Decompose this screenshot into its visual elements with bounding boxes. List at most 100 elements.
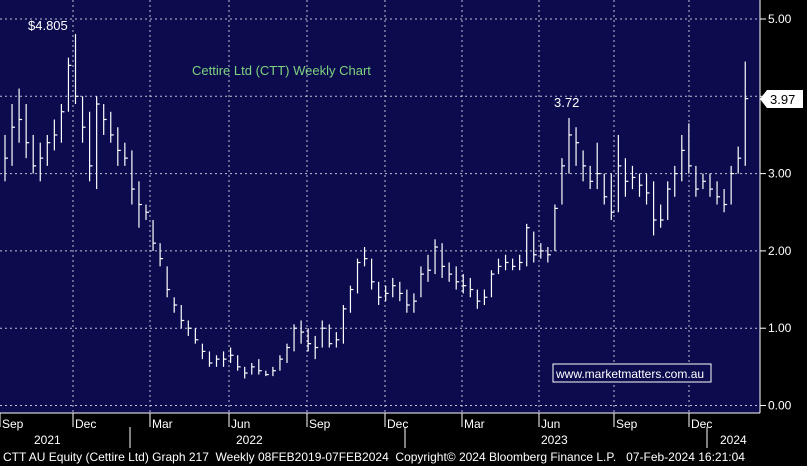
ohlc-bar [145, 204, 149, 220]
x-month-label: Dec [75, 417, 96, 431]
ohlc-bar [511, 258, 516, 271]
ohlc-bar [490, 270, 495, 298]
ohlc-bar [483, 289, 488, 306]
ohlc-bar [667, 181, 671, 220]
ohlc-bar [39, 142, 44, 182]
ohlc-bar [279, 355, 283, 371]
ohlc-bar [568, 117, 572, 174]
y-tick-label: 5.00 [768, 12, 792, 26]
ohlc-bar [378, 281, 382, 306]
ohlc-bar [660, 204, 664, 228]
ohlc-bar [67, 57, 72, 112]
ohlc-bar [497, 258, 502, 275]
ohlc-bar [371, 258, 375, 290]
x-year-label: 2023 [541, 433, 568, 447]
ohlc-bar [624, 158, 629, 197]
high-annotation: $4.805 [28, 18, 68, 33]
ohlc-bar [554, 204, 558, 251]
ohlc-bars [4, 34, 749, 379]
x-month-label: Dec [691, 417, 712, 431]
ohlc-bar [582, 150, 587, 182]
x-month-label: Sep [2, 417, 24, 431]
ohlc-bar [18, 88, 23, 143]
ohlc-bar [399, 281, 403, 302]
ohlc-bar [293, 324, 298, 352]
ohlc-bar [455, 266, 460, 290]
ohlc-bar [392, 277, 396, 298]
ohlc-bar [131, 150, 135, 205]
ohlc-bar [314, 335, 319, 360]
ohlc-bar [540, 243, 544, 259]
ohlc-bar [730, 165, 735, 205]
ohlc-bar [152, 219, 157, 251]
x-month-label: Mar [152, 417, 173, 431]
ohlc-bar [363, 247, 368, 267]
ohlc-bar [272, 366, 276, 377]
ohlc-bar [702, 173, 706, 190]
ohlc-bar [222, 351, 227, 367]
ohlc-bar [737, 146, 742, 174]
bloomberg-footer: CTT AU Equity (Cettire Ltd) Graph 217 We… [0, 448, 807, 466]
ohlc-bar [638, 173, 643, 197]
x-month-label: Dec [387, 417, 408, 431]
x-year-label: 2024 [720, 433, 747, 447]
ohlc-bar [589, 165, 594, 190]
watermark-box: www.marketmatters.com.au [552, 363, 712, 383]
ohlc-bar [575, 127, 580, 166]
ohlc-bar [307, 328, 312, 352]
ohlc-bar [88, 111, 93, 182]
x-year-label: 2022 [236, 433, 263, 447]
x-month-label: Jun [541, 417, 560, 431]
y-tick-label: 3.00 [768, 167, 792, 181]
ohlc-bar [420, 266, 424, 298]
ohlc-bar [349, 285, 354, 313]
ohlc-bar [138, 181, 142, 228]
ohlc-bar [251, 362, 255, 375]
y-tick-label: 0.00 [768, 399, 792, 413]
ohlc-bar [286, 343, 290, 363]
price-chart: 5.004.003.002.001.000.00 SepDecMarJunSep… [0, 0, 803, 448]
x-axis: Sep Dec Mar Jun Sep Dec Mar Jun Sep Dec 2021 2022 20… [0, 412, 760, 448]
ohlc-bar [476, 289, 481, 309]
ohlc-bar [631, 165, 636, 190]
ohlc-bar [617, 134, 622, 213]
ohlc-bar [547, 247, 551, 263]
ohlc-bar [25, 104, 30, 159]
ohlc-bar [328, 324, 333, 348]
watermark-text: www.marketmatters.com.au [555, 367, 704, 381]
ohlc-bar [265, 370, 269, 377]
x-month-label: Sep [309, 417, 331, 431]
x-month-label: Sep [616, 417, 638, 431]
ohlc-bar [201, 343, 206, 360]
ohlc-bar [103, 104, 107, 135]
ohlc-bar [652, 181, 657, 236]
ohlc-bar [596, 142, 601, 190]
ohlc-bar [385, 285, 389, 302]
ohlc-bar [110, 111, 114, 143]
ohlc-bar [32, 134, 37, 174]
grid-lines [0, 0, 760, 413]
ohlc-bar [610, 173, 615, 220]
y-tick-label: 2.00 [768, 244, 792, 258]
ohlc-bar [744, 61, 749, 166]
ohlc-bar [434, 239, 439, 275]
last-price-label: 3.97 [770, 92, 795, 107]
ohlc-bar [237, 355, 241, 371]
ohlc-bar [53, 119, 58, 151]
ohlc-bar [688, 123, 692, 174]
ohlc-bar [117, 127, 121, 166]
x-month-label: Mar [464, 417, 485, 431]
ohlc-bar [166, 266, 171, 298]
ohlc-bar [406, 289, 410, 313]
ohlc-bar [504, 254, 509, 271]
ohlc-bar [215, 355, 220, 367]
ohlc-bar [208, 351, 213, 367]
ohlc-bar [561, 158, 565, 205]
last-price-marker: 3.97 [760, 90, 803, 108]
ohlc-bar [469, 277, 474, 298]
ohlc-bar [4, 134, 8, 182]
ohlc-bar [300, 320, 305, 344]
ohlc-bar [81, 96, 86, 143]
ohlc-bar [258, 359, 262, 375]
ohlc-bar [124, 142, 128, 166]
